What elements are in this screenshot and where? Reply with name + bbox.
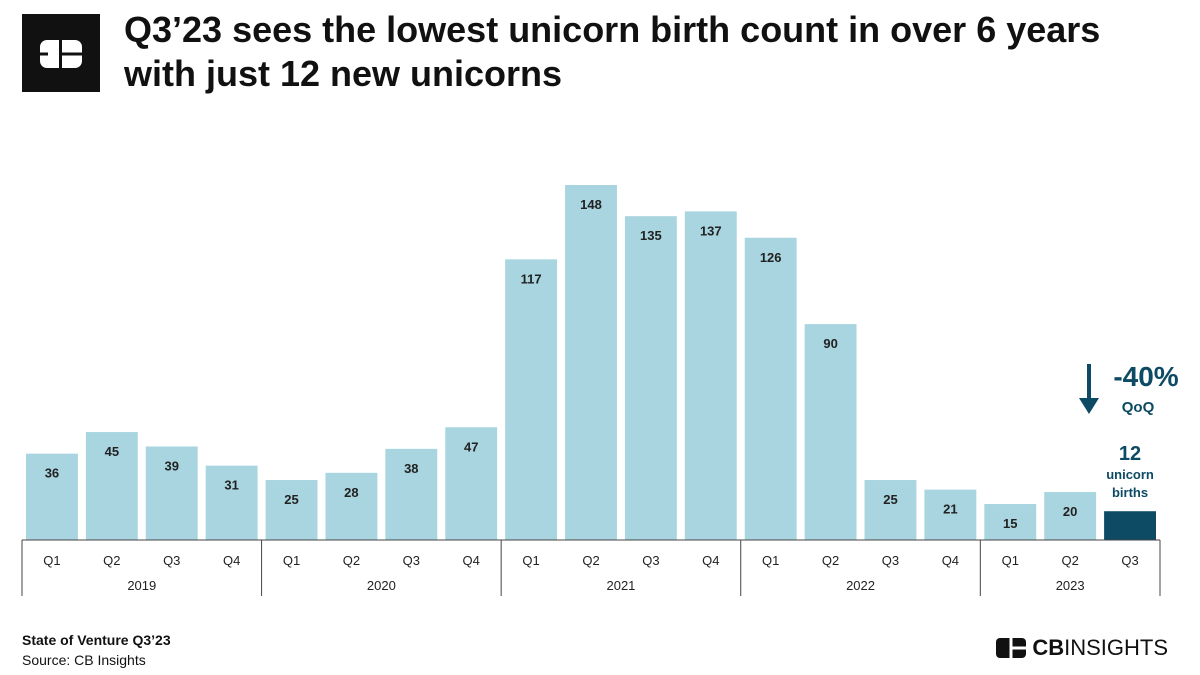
x-tick-label-18: Q3 — [1121, 553, 1138, 568]
bar-value-label-2: 39 — [165, 458, 179, 473]
bar-18 — [1104, 511, 1156, 540]
cbinsights-brand: CBINSIGHTS — [996, 636, 1168, 660]
bar-8 — [505, 259, 558, 540]
bar-value-label-13: 90 — [823, 336, 837, 351]
bar-value-label-6: 38 — [404, 461, 418, 476]
bar-10 — [624, 216, 677, 540]
chart-title-line-2: with just 12 new unicorns — [124, 53, 563, 94]
bar-15 — [924, 489, 977, 540]
x-tick-label-1: Q2 — [103, 553, 120, 568]
highlight-caption-line-1: unicorn — [1106, 467, 1154, 482]
bar-9 — [565, 185, 617, 540]
bar-value-label-12: 126 — [760, 250, 782, 265]
bar-value-label-0: 36 — [45, 466, 59, 481]
bar-value-label-17: 20 — [1063, 504, 1077, 519]
year-label-0: 2019 — [127, 578, 156, 593]
bar-value-label-9: 148 — [580, 197, 602, 212]
bar-value-label-11: 137 — [700, 223, 722, 238]
bar-value-label-4: 25 — [284, 492, 298, 507]
bar-value-label-14: 25 — [883, 492, 897, 507]
bar-value-label-10: 135 — [640, 228, 662, 243]
decline-arrow-head — [1079, 398, 1099, 414]
bar-value-label-8: 117 — [521, 271, 542, 286]
year-label-2: 2021 — [606, 578, 635, 593]
bar-chart: 36 Q1 45 Q2 39 Q3 31 Q4 25 Q1 28 Q2 38 Q3 47 Q4 117 Q1 148… — [21, 185, 1179, 596]
x-tick-label-2: Q3 — [163, 553, 180, 568]
x-tick-label-10: Q3 — [642, 553, 659, 568]
cb-logo-box — [22, 14, 100, 92]
highlight-value-label: 12 — [1119, 443, 1141, 465]
cbinsights-logo-icon — [996, 638, 1027, 658]
x-tick-label-15: Q4 — [942, 553, 959, 568]
bar-16 — [984, 504, 1037, 540]
x-tick-label-14: Q3 — [882, 553, 899, 568]
x-tick-label-7: Q4 — [463, 553, 480, 568]
bar-value-label-5: 28 — [344, 485, 358, 500]
bar-value-label-16: 15 — [1003, 516, 1017, 531]
change-unit-label: QoQ — [1122, 399, 1155, 416]
highlight-caption-line-2: births — [1112, 485, 1148, 500]
bar-12 — [744, 237, 797, 540]
bar-17 — [1044, 492, 1097, 540]
chart-title: Q3’23 sees the lowest unicorn birth coun… — [124, 8, 1174, 96]
bar-value-label-1: 45 — [105, 444, 119, 459]
x-tick-label-0: Q1 — [43, 553, 60, 568]
bar-0 — [26, 453, 78, 540]
change-percent-label: -40% — [1113, 361, 1178, 392]
bar-13 — [804, 324, 857, 540]
bar-7 — [445, 427, 498, 540]
cbinsights-wordmark: CBINSIGHTS — [1032, 636, 1168, 660]
brand-cb-text: CB — [1032, 635, 1065, 660]
x-tick-label-6: Q3 — [403, 553, 420, 568]
bar-value-label-3: 31 — [224, 478, 238, 493]
footer-report: State of Venture Q3’23 — [22, 632, 171, 648]
x-tick-label-13: Q2 — [822, 553, 839, 568]
bar-14 — [864, 480, 917, 540]
x-tick-label-11: Q4 — [702, 553, 719, 568]
bar-1 — [85, 432, 138, 540]
chart-title-line-1: Q3’23 sees the lowest unicorn birth coun… — [124, 9, 1101, 50]
brand-insights-text: INSIGHTS — [1064, 635, 1168, 660]
bar-2 — [145, 446, 198, 540]
bar-11 — [684, 211, 737, 540]
footer-source: Source: CB Insights — [22, 652, 146, 668]
x-tick-label-12: Q1 — [762, 553, 779, 568]
x-tick-label-9: Q2 — [582, 553, 599, 568]
bar-4 — [265, 480, 318, 540]
year-label-4: 2023 — [1056, 578, 1085, 593]
bar-value-label-15: 21 — [943, 502, 957, 517]
year-label-1: 2020 — [367, 578, 396, 593]
x-tick-label-17: Q2 — [1061, 553, 1078, 568]
bar-5 — [325, 472, 378, 540]
x-tick-label-16: Q1 — [1002, 553, 1019, 568]
bar-value-label-7: 47 — [464, 439, 478, 454]
x-tick-label-5: Q2 — [343, 553, 360, 568]
x-tick-label-8: Q1 — [522, 553, 539, 568]
x-tick-label-3: Q4 — [223, 553, 240, 568]
bar-3 — [205, 465, 258, 540]
x-tick-label-4: Q1 — [283, 553, 300, 568]
year-label-3: 2022 — [846, 578, 875, 593]
cb-logo-icon — [40, 40, 82, 68]
bar-6 — [385, 448, 438, 540]
